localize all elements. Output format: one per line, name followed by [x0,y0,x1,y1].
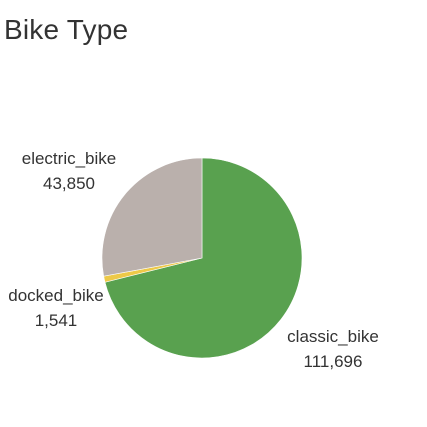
slice-value-docked-bike: 1,541 [35,311,78,330]
pie-slice-electric-bike[interactable] [102,158,202,276]
slice-value-classic-bike: 111,696 [304,352,363,371]
pie-slices [102,158,302,358]
slice-value-electric-bike: 43,850 [43,174,95,193]
slice-label-electric-bike: electric_bike [22,149,117,168]
slice-label-classic-bike: classic_bike [287,327,379,346]
slice-label-docked-bike: docked_bike [8,286,103,305]
